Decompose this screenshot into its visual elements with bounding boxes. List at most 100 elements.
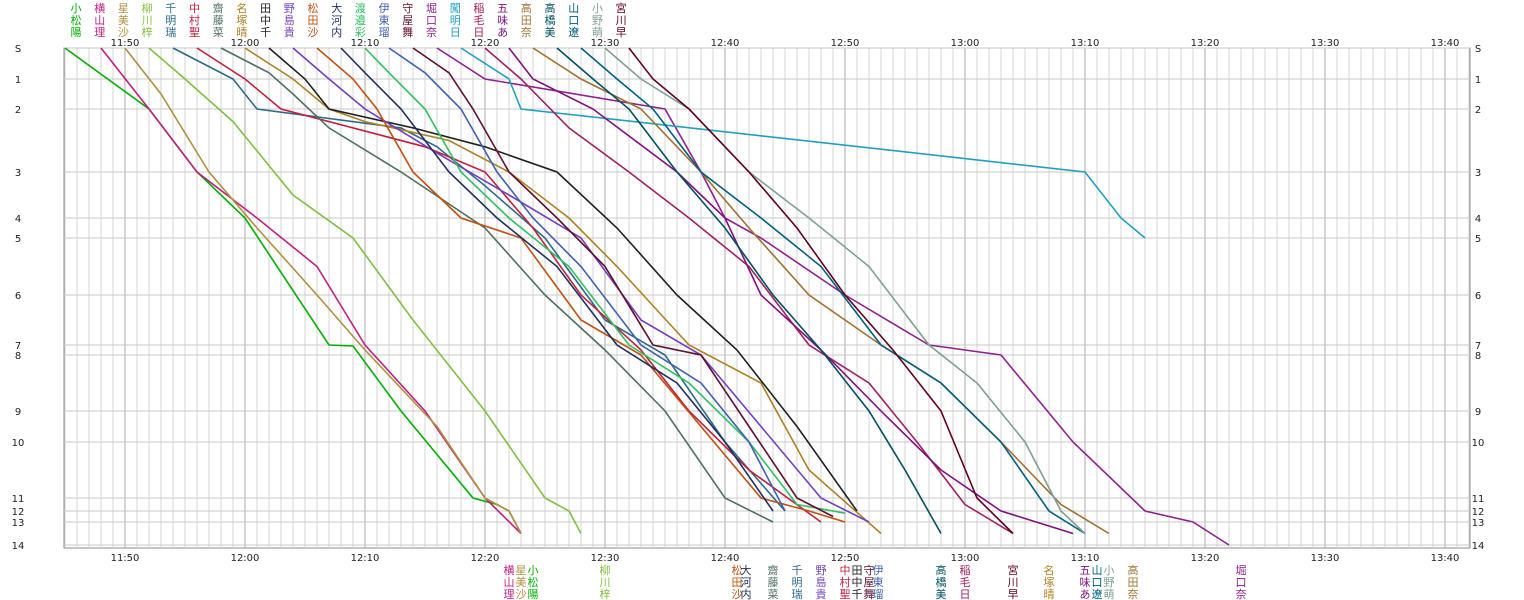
bottom-runner-label: 山 <box>504 576 515 589</box>
top-runner-label: 奈 <box>426 25 437 39</box>
series-line <box>244 47 882 535</box>
bottom-runner-label: 陽 <box>528 588 539 600</box>
x-tick-label-bottom: 13:20 <box>1191 553 1220 564</box>
top-runner-label: 小 <box>71 2 82 15</box>
plot-frame <box>63 47 1471 549</box>
top-runner-label: 星 <box>118 2 129 15</box>
bottom-runner-label: 小 <box>528 564 539 577</box>
y-tick-label-right: 12 <box>1472 507 1485 518</box>
series-line <box>412 47 834 518</box>
bottom-runner-label: 奈 <box>1128 587 1139 600</box>
y-tick-label-right: 2 <box>1475 105 1481 116</box>
bottom-runner-label: 星 <box>516 564 527 577</box>
top-runner-label: 晴 <box>236 26 247 39</box>
x-tick-label-bottom: 11:50 <box>111 553 140 564</box>
bottom-runner-label: 理 <box>504 588 515 600</box>
bottom-runner-label: 塚 <box>1044 576 1055 589</box>
top-runner-label: 田 <box>308 14 319 27</box>
bottom-runner-label: 山 <box>1092 564 1103 577</box>
top-runner-label: 東 <box>379 14 390 27</box>
top-runner-label: 川 <box>142 14 153 27</box>
series-line <box>532 47 1110 535</box>
series-line <box>220 47 774 523</box>
bottom-runner-label: 屋 <box>864 576 875 589</box>
top-runner-label: 山 <box>94 14 105 27</box>
top-runner-label: 田 <box>260 2 271 15</box>
top-runner-label: 高 <box>545 1 556 15</box>
y-tick-label-left: 13 <box>12 518 25 529</box>
y-tick-label-left: 10 <box>12 438 25 449</box>
top-runner-label: 梓 <box>142 25 153 39</box>
bottom-runner-label: 齋 <box>768 563 779 577</box>
top-runner-label: 明 <box>165 14 176 27</box>
bottom-runner-label: 東 <box>873 576 884 589</box>
bottom-runner-label: 千 <box>852 588 863 600</box>
top-runner-label: 大 <box>331 1 342 15</box>
series-line <box>508 47 1074 535</box>
bottom-runner-label: 口 <box>1092 576 1103 589</box>
top-runner-label: 口 <box>568 14 579 27</box>
top-runner-label: 五 <box>497 2 508 15</box>
top-runner-label: 早 <box>616 26 627 39</box>
top-runner-label: 伊 <box>379 2 390 15</box>
top-runner-label: 闖 <box>450 2 461 15</box>
top-runner-label: 日 <box>450 26 461 39</box>
series-line <box>628 47 1014 535</box>
top-runner-label: 味 <box>497 14 508 27</box>
bottom-runner-label: 高 <box>936 563 947 577</box>
top-runner-label: 沙 <box>118 26 129 39</box>
x-tick-label-bottom: 12:40 <box>711 553 740 564</box>
x-tick-label-top: 12:50 <box>831 38 860 49</box>
bottom-runner-label: 守 <box>864 563 875 577</box>
y-tick-label-right: 14 <box>1472 541 1485 552</box>
bottom-runner-label: 野 <box>816 564 827 577</box>
y-tick-label-left: 5 <box>15 234 21 245</box>
top-runner-label: 塚 <box>236 14 247 27</box>
bottom-runner-label: 高 <box>1128 563 1139 577</box>
series-line <box>556 47 942 534</box>
top-runner-label: 瑞 <box>165 25 176 39</box>
top-runner-label: 高 <box>521 1 532 15</box>
top-runner-label: 川 <box>616 14 627 27</box>
top-runner-label: 柳 <box>142 1 153 15</box>
bottom-runner-label: 貴 <box>816 587 827 600</box>
top-runner-label: 中 <box>189 2 200 15</box>
y-tick-label-right: 8 <box>1475 351 1481 362</box>
top-runner-label: 美 <box>545 26 556 39</box>
x-tick-label-top: 12:40 <box>711 38 740 49</box>
y-tick-label-right: 4 <box>1475 214 1481 225</box>
bottom-runner-label: 松 <box>528 575 539 589</box>
y-tick-label-right: 7 <box>1475 341 1481 352</box>
bottom-runner-label: 晴 <box>1044 588 1055 600</box>
bottom-runner-label: 瑞 <box>792 587 803 600</box>
x-tick-label-bottom: 13:00 <box>951 553 980 564</box>
bottom-runner-label: 五 <box>1080 564 1091 577</box>
top-runner-label: 山 <box>568 2 579 15</box>
top-runner-label: 沙 <box>308 26 319 39</box>
bottom-runner-label: 田 <box>852 564 863 577</box>
top-runner-label: 邉 <box>355 14 366 27</box>
x-tick-label-bottom: 12:00 <box>231 553 260 564</box>
top-runner-label: 彩 <box>355 26 366 39</box>
y-tick-label-right: 5 <box>1475 234 1481 245</box>
bottom-runner-label: 河 <box>741 576 752 589</box>
bottom-runner-label: 聖 <box>840 588 851 600</box>
y-tick-label-right: 9 <box>1475 407 1481 418</box>
top-runner-label: 萌 <box>592 25 603 39</box>
bottom-runner-label: 梓 <box>600 587 611 600</box>
bottom-runner-label: 中 <box>840 564 851 577</box>
bottom-runner-label: 瑠 <box>873 588 884 600</box>
x-tick-label-bottom: 12:20 <box>471 553 500 564</box>
bottom-runner-label: 松 <box>732 563 743 577</box>
bottom-runner-label: 田 <box>732 576 743 589</box>
top-runner-label: 齋 <box>213 1 224 15</box>
bottom-runner-label: 小 <box>1104 564 1115 577</box>
top-runner-label: 遼 <box>568 25 579 39</box>
bottom-runner-label: 口 <box>1236 576 1247 589</box>
bottom-runner-label: 沙 <box>516 588 527 600</box>
x-tick-label-top: 12:00 <box>231 38 260 49</box>
bottom-runner-label: 稲 <box>960 564 971 577</box>
bottom-runner-label: 内 <box>741 587 752 600</box>
series-line <box>388 47 786 512</box>
